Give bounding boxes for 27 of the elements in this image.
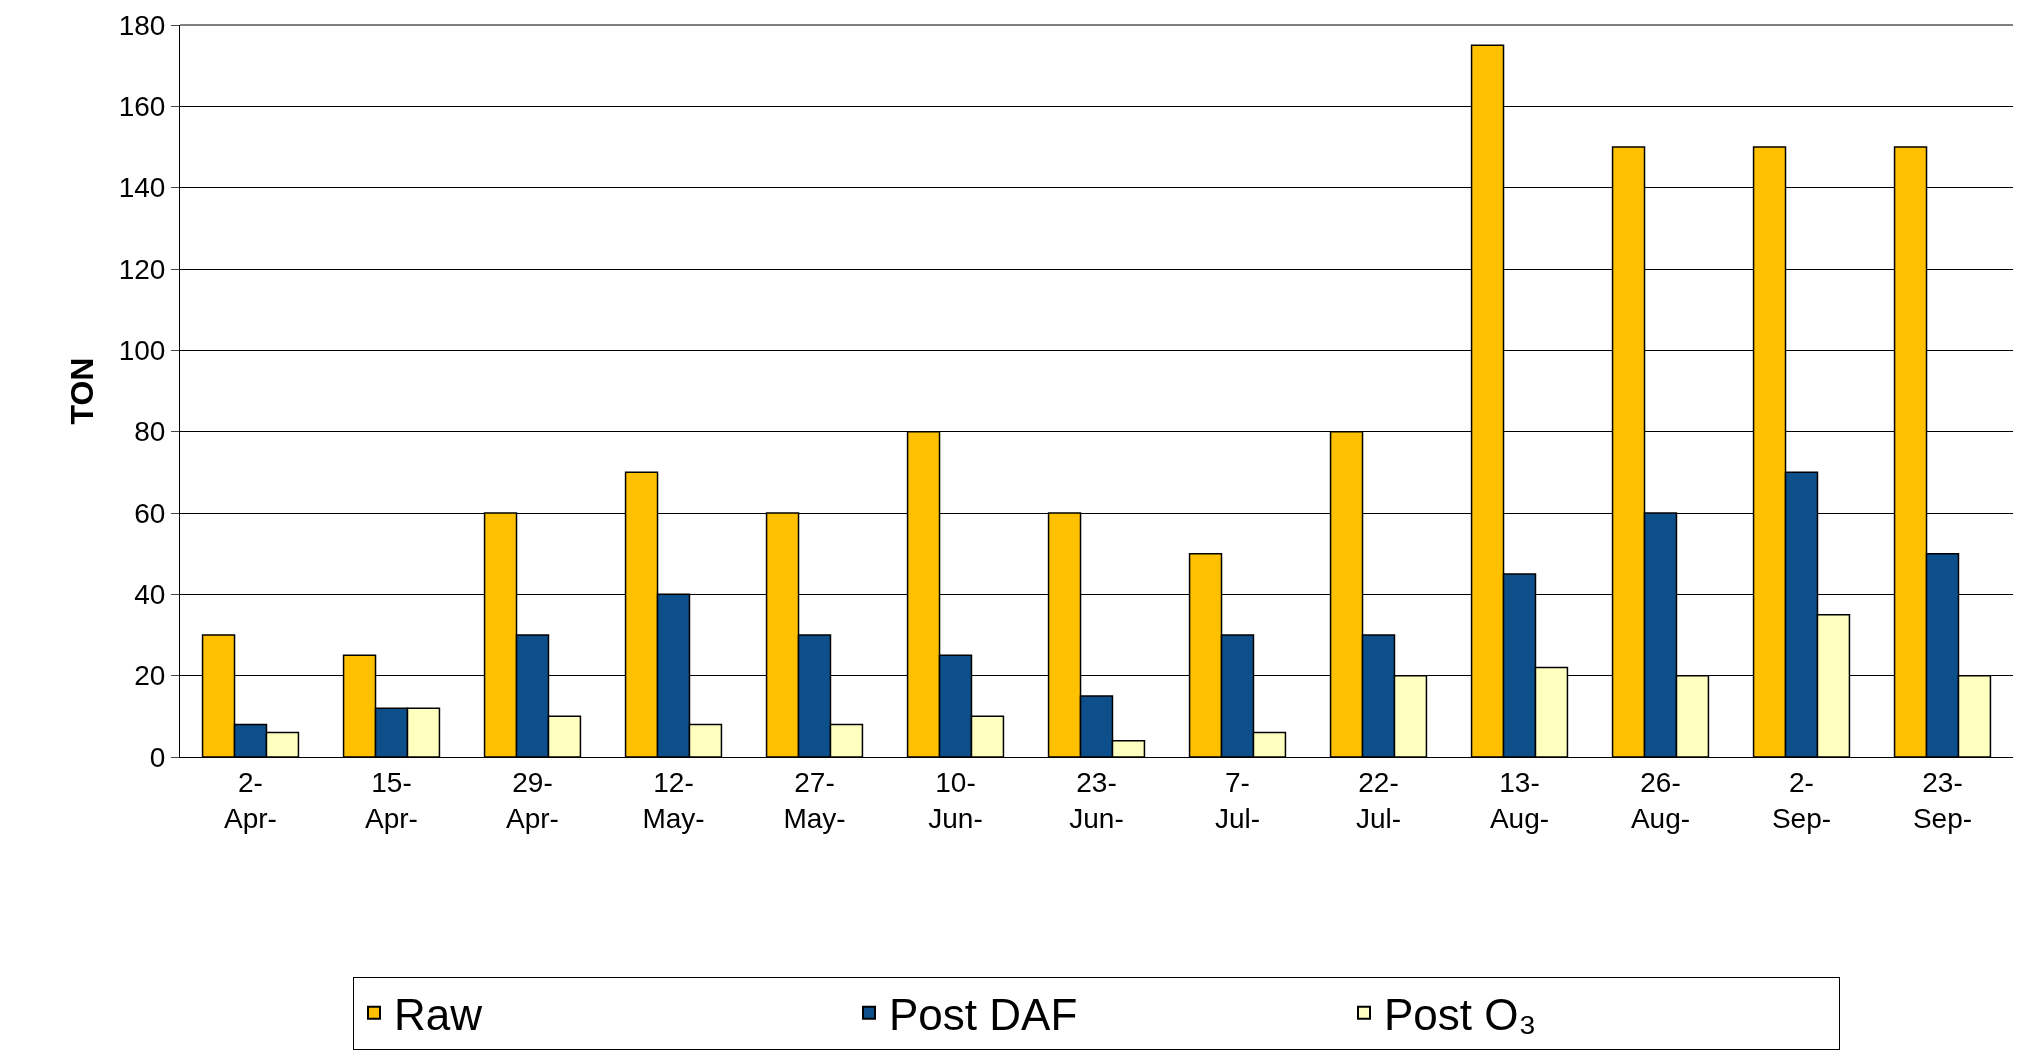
y-axis-title: TON xyxy=(63,357,100,425)
x-tick-label: 27- May- xyxy=(783,766,846,834)
y-tick-label: 140 xyxy=(118,172,166,204)
x-tick-label: 2- Apr- xyxy=(224,766,277,834)
legend-label: Post O₃ xyxy=(1384,989,1537,1039)
x-tick-label: 26- Aug- xyxy=(1630,766,1691,834)
x-tick-label: 23- Jun- xyxy=(1069,766,1124,834)
y-tick-label: 20 xyxy=(134,660,166,692)
y-tick-label: 100 xyxy=(118,335,166,367)
x-tick-label: 15- Apr- xyxy=(365,766,418,834)
x-tick-label: 23- Sep- xyxy=(1912,766,1973,834)
x-tick-label: 22- Jul- xyxy=(1355,766,1402,834)
x-tick-label: 10- Jun- xyxy=(928,766,983,834)
x-tick-label: 12- May- xyxy=(642,766,705,834)
legend-label: Post DAF xyxy=(889,989,1078,1039)
y-tick-label: 80 xyxy=(134,416,166,448)
y-tick-label: 40 xyxy=(134,579,166,611)
y-tick-label: 0 xyxy=(149,741,166,773)
y-tick-label: 160 xyxy=(118,91,166,123)
x-tick-label: 13- Aug- xyxy=(1489,766,1550,834)
x-tick-label: 29- Apr- xyxy=(506,766,559,834)
y-tick-label: 120 xyxy=(118,253,166,285)
y-tick-label: 60 xyxy=(134,497,166,529)
legend-label: Raw xyxy=(394,989,483,1039)
x-tick-label: 7- Jul- xyxy=(1214,766,1261,834)
y-tick-label: 180 xyxy=(118,9,166,41)
x-tick-label: 2- Sep- xyxy=(1771,766,1832,834)
